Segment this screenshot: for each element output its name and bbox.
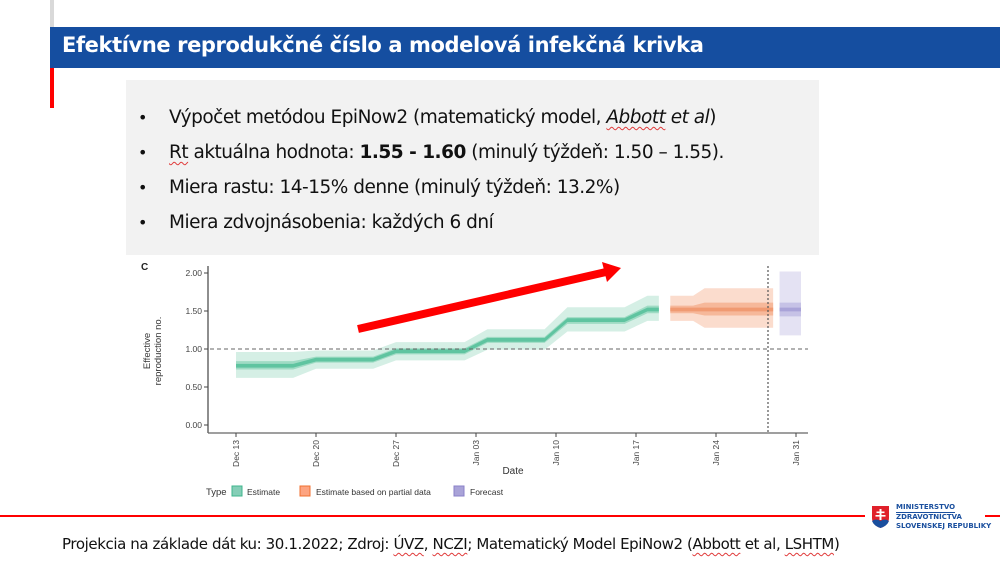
legend-swatch-forecast — [453, 485, 465, 497]
y-tick-label: 2.00 — [185, 268, 202, 278]
title-bar: Efektívne reprodukčné číslo a modelová i… — [50, 27, 1000, 68]
slovak-shield-icon — [872, 506, 889, 528]
x-axis-title: Date — [502, 466, 524, 477]
x-tick-label: Jan 10 — [551, 440, 561, 466]
ministry-logo: MINISTERSTVO ZDRAVOTNÍCTVA SLOVENSKEJ RE… — [872, 503, 997, 537]
x-tick-label: Dec 27 — [391, 440, 401, 467]
source-footnote: Projekcia na základe dát ku: 30.1.2022; … — [62, 535, 840, 553]
source-uvz: ÚVZ — [393, 535, 424, 553]
x-ticks: Dec 13 Dec 20 Dec 27 Jan 03 Jan 10 Jan 17 Jan … — [231, 433, 801, 467]
x-tick-label: Jan 03 — [471, 440, 481, 466]
y-tick-label: 1.50 — [185, 306, 202, 316]
y-tick-label: 0.50 — [185, 382, 202, 392]
footer-divider-right — [985, 515, 1000, 517]
bullet-list: • Výpočet metódou EpiNow2 (matematický mo… — [138, 100, 724, 240]
legend-label-forecast: Forecast — [470, 487, 504, 497]
x-tick-label: Jan 24 — [711, 440, 721, 466]
panel-label: C — [141, 262, 148, 273]
bullet-icon: • — [138, 178, 147, 197]
x-tick-label: Jan 17 — [631, 440, 641, 466]
footer-divider — [0, 515, 865, 517]
source-lshtm: LSHTM — [784, 535, 835, 553]
svg-text:Effective: Effective — [142, 333, 153, 369]
rt-label: Rt — [169, 142, 189, 163]
y-tick-label: 0.00 — [185, 420, 202, 430]
red-accent-line — [50, 68, 54, 108]
trend-arrow-icon — [357, 262, 621, 333]
legend-label-estimate: Estimate — [247, 487, 280, 497]
slide-title: Efektívne reprodukčné číslo a modelová i… — [62, 33, 704, 57]
x-tick-label: Dec 20 — [311, 440, 321, 467]
bullet-text: aktuálna hodnota: — [188, 142, 360, 163]
x-tick-label: Jan 31 — [791, 440, 801, 466]
rt-chart: 0.00 0.50 1.00 1.50 2.00 Dec 13 Dec 20 Dec 27 J… — [126, 255, 816, 505]
ministry-name: MINISTERSTVO ZDRAVOTNÍCTVA SLOVENSKEJ RE… — [896, 503, 992, 530]
citation-etal: et al — [665, 107, 710, 128]
bullet-icon: • — [138, 143, 147, 162]
svg-text:reproduction no.: reproduction no. — [153, 317, 164, 386]
x-tick-label: Dec 13 — [231, 440, 241, 467]
rt-chart-svg: 0.00 0.50 1.00 1.50 2.00 Dec 13 Dec 20 Dec 27 J… — [141, 262, 808, 498]
bullet-rt-value: • Rt aktuálna hodnota: 1.55 - 1.60 (minul… — [138, 135, 724, 170]
bullet-doubling-time: • Miera zdvojnásobenia: každých 6 dní — [138, 205, 724, 240]
bullet-suffix: ) — [709, 107, 716, 128]
source-abbott: Abbott — [692, 535, 741, 553]
top-grey-accent — [50, 0, 54, 27]
bullet-text: Miera zdvojnásobenia: každých 6 dní — [169, 212, 494, 233]
y-tick-label: 1.00 — [185, 344, 202, 354]
bullet-text: Výpočet metódou EpiNow2 (matematický mod… — [169, 107, 607, 128]
rt-previous-value: (minulý týždeň: 1.50 – 1.55). — [465, 142, 724, 163]
bullet-text: Miera rastu: 14-15% denne (minulý týždeň… — [169, 177, 620, 198]
y-axis-title: Effective reproduction no. — [142, 317, 164, 386]
y-ticks: 0.00 0.50 1.00 1.50 2.00 — [185, 268, 208, 430]
bullet-box: • Výpočet metódou EpiNow2 (matematický mo… — [126, 80, 819, 255]
legend-label-partial: Estimate based on partial data — [316, 487, 431, 497]
legend-swatch-partial — [299, 485, 311, 497]
rt-current-value: 1.55 - 1.60 — [359, 142, 466, 163]
chart-bands — [236, 271, 801, 378]
bullet-icon: • — [138, 108, 147, 127]
source-nczi: NCZI — [432, 535, 468, 553]
legend-title: Type — [206, 487, 227, 498]
band-median — [670, 307, 774, 312]
bullet-method: • Výpočet metódou EpiNow2 (matematický mo… — [138, 100, 724, 135]
citation-author: Abbott — [606, 107, 666, 128]
legend-swatch-estimate — [231, 485, 243, 497]
band-median — [779, 307, 801, 312]
bullet-growth-rate: • Miera rastu: 14-15% denne (minulý týžde… — [138, 170, 724, 205]
bullet-icon: • — [138, 213, 147, 232]
band-50 — [236, 305, 659, 370]
legend: Type Estimate Estimate based on partial … — [206, 485, 504, 498]
